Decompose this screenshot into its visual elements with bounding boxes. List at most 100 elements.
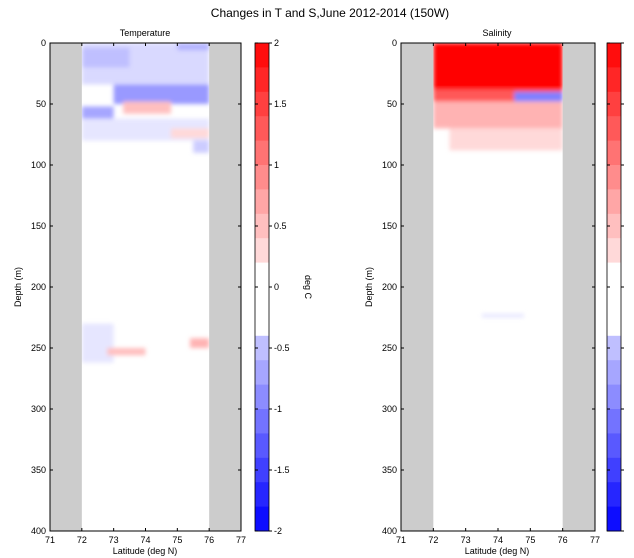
anomaly-cell — [481, 313, 524, 318]
x-tick-label: 76 — [204, 535, 214, 545]
y-tick-label: 200 — [31, 282, 46, 292]
anomaly-cell — [514, 91, 563, 102]
anomaly-cell — [433, 101, 563, 129]
x-tick-label: 73 — [461, 535, 471, 545]
colorbar-band — [607, 43, 621, 68]
colorbar-tick-label: 0 — [274, 282, 279, 292]
colorbar-band — [607, 213, 621, 239]
temperature-panel: Temperature 71 72 73 74 75 76 77 0 50 100 150 200 2… — [13, 28, 313, 556]
colorbar-band — [255, 311, 269, 337]
y-tick-label: 350 — [382, 465, 397, 475]
colorbar-band — [255, 457, 269, 483]
colorbar-tick-label: 1 — [274, 160, 279, 170]
colorbar-band — [607, 91, 621, 117]
salinity-panel: Salinity 71 72 73 74 75 76 77 0 50 100 150 200 250 3… — [364, 28, 624, 556]
colorbar-tick-label: -1.5 — [274, 465, 290, 475]
temperature-y-ticks: 0 50 100 150 200 250 300 350 400 — [31, 38, 241, 536]
colorbar-band — [607, 457, 621, 483]
y-tick-label: 0 — [41, 38, 46, 48]
colorbar-band — [607, 140, 621, 166]
salinity-colorbar — [606, 42, 622, 532]
colorbar-tick-label: -2 — [274, 526, 282, 536]
colorbar-band — [607, 360, 621, 386]
salinity-colorbar-ticks — [607, 42, 624, 532]
x-tick-label: 77 — [236, 535, 246, 545]
y-tick-label: 50 — [36, 99, 46, 109]
anomaly-cell — [177, 43, 210, 51]
colorbar-band — [607, 67, 621, 93]
colorbar-band — [607, 189, 621, 215]
anomaly-cell — [190, 338, 210, 348]
colorbar-band — [255, 506, 269, 532]
colorbar-tick-label: 1.5 — [274, 99, 287, 109]
colorbar-band — [255, 213, 269, 239]
y-tick-label: 100 — [31, 160, 46, 170]
y-tick-label: 250 — [31, 343, 46, 353]
colorbar-tick-label: -0.5 — [274, 343, 290, 353]
salinity-y-label: Depth (m) — [364, 267, 374, 307]
temperature-colorbar-ticks: 2 1.5 1 0.5 0 -0.5 -1 -1.5 -2 — [255, 38, 290, 536]
y-tick-label: 300 — [31, 404, 46, 414]
colorbar-band — [607, 433, 621, 459]
colorbar-band — [255, 482, 269, 508]
y-tick-label: 400 — [31, 526, 46, 536]
x-tick-label: 74 — [493, 535, 503, 545]
colorbar-band — [255, 335, 269, 361]
temperature-colorbar-label: deg C — [303, 275, 313, 300]
colorbar-band — [607, 262, 621, 288]
x-tick-label: 75 — [172, 535, 182, 545]
temperature-plot-area — [50, 43, 241, 531]
x-tick-label: 76 — [558, 535, 568, 545]
y-tick-label: 250 — [382, 343, 397, 353]
colorbar-tick-label: 2 — [274, 38, 279, 48]
colorbar-band — [607, 409, 621, 434]
colorbar-band — [255, 409, 269, 434]
anomaly-cell — [107, 348, 146, 356]
colorbar-band — [255, 91, 269, 117]
colorbar-band — [255, 165, 269, 190]
colorbar-band — [607, 287, 621, 312]
y-tick-label: 400 — [382, 526, 397, 536]
anomaly-field — [433, 43, 563, 318]
anomaly-field — [81, 43, 210, 363]
colorbar-band — [607, 311, 621, 337]
colorbar-band — [255, 384, 269, 410]
x-tick-label: 73 — [109, 535, 119, 545]
colorbar-band — [255, 287, 269, 312]
x-tick-label: 71 — [396, 535, 406, 545]
land-mask — [209, 43, 241, 531]
anomaly-cell — [170, 128, 210, 139]
land-mask — [401, 43, 434, 531]
y-tick-label: 50 — [387, 99, 397, 109]
x-tick-label: 75 — [525, 535, 535, 545]
y-tick-label: 0 — [392, 38, 397, 48]
x-tick-label: 71 — [45, 535, 55, 545]
colorbar-band — [607, 506, 621, 532]
salinity-x-ticks: 71 72 73 74 75 76 77 — [396, 43, 600, 545]
colorbar-band — [607, 165, 621, 190]
anomaly-cell — [123, 101, 171, 114]
figure-title: Changes in T and S,June 2012-2014 (150W) — [211, 6, 449, 20]
y-tick-label: 100 — [382, 160, 397, 170]
anomaly-cell — [433, 43, 563, 95]
colorbar-band — [255, 262, 269, 288]
colorbar-tick-label: -1 — [274, 404, 282, 414]
anomaly-cell — [193, 140, 210, 153]
y-tick-label: 150 — [31, 221, 46, 231]
colorbar-band — [255, 140, 269, 166]
colorbar-band — [255, 189, 269, 215]
salinity-plot-area — [401, 43, 595, 531]
anomaly-cell — [81, 47, 130, 68]
colorbar-tick-label: 0.5 — [274, 221, 287, 231]
colorbar-band — [255, 43, 269, 68]
x-tick-label: 72 — [77, 535, 87, 545]
salinity-y-ticks: 0 50 100 150 200 250 300 350 400 — [382, 38, 595, 536]
land-mask — [562, 43, 595, 531]
colorbar-band — [607, 116, 621, 142]
y-tick-label: 200 — [382, 282, 397, 292]
colorbar-band — [607, 384, 621, 410]
salinity-panel-title: Salinity — [482, 28, 512, 38]
land-mask — [50, 43, 82, 531]
x-tick-label: 74 — [140, 535, 150, 545]
